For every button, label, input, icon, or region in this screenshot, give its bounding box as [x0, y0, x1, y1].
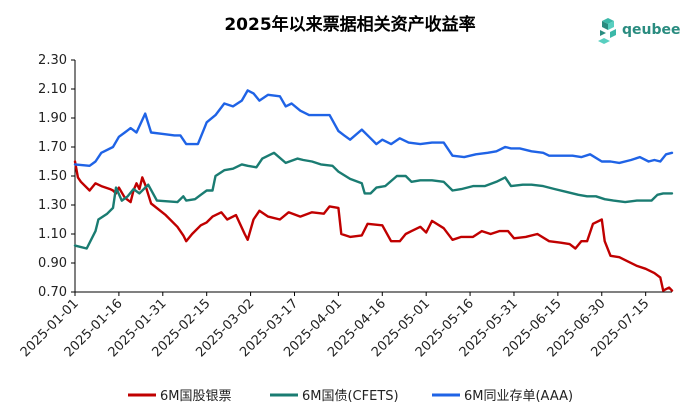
series-line-2	[73, 89, 674, 168]
legend-label-1: 6M国债(CFETS)	[302, 389, 399, 404]
y-tick-label: 1.70	[38, 140, 67, 155]
y-tick-label: 0.70	[38, 285, 67, 300]
legend: 6M国股银票 6M国债(CFETS) 6M同业存单(AAA)	[128, 389, 573, 404]
y-tick-label: 2.10	[38, 82, 67, 97]
y-tick-label: 0.90	[38, 256, 67, 271]
cube-logo-icon	[598, 18, 616, 44]
y-axis: 2.30 2.10 1.90 1.70 1.50 1.30 1.10 0.90 0.70	[38, 53, 76, 300]
series-line-1	[73, 151, 674, 250]
y-tick-label: 1.10	[38, 227, 67, 242]
legend-label-2: 6M同业存单(AAA)	[464, 389, 573, 404]
y-tick-label: 1.90	[38, 111, 67, 126]
brand-logo: qeubee	[598, 18, 681, 44]
x-axis: 2025-01-012025-01-162025-01-312025-02-15…	[18, 291, 672, 360]
legend-label-0: 6M国股银票	[160, 389, 232, 404]
chart-title: 2025年以来票据相关资产收益率	[224, 14, 475, 35]
y-tick-label: 1.30	[38, 198, 67, 213]
y-tick-label: 1.50	[38, 169, 67, 184]
brand-logo-text: qeubee	[622, 22, 681, 38]
series-line-0	[73, 160, 674, 292]
y-tick-label: 2.30	[38, 53, 67, 68]
plot-area	[73, 89, 674, 292]
